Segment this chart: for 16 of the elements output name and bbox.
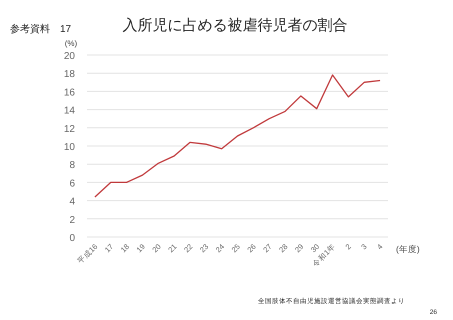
- chart-title: 入所児に占める被虐待児者の割合: [122, 17, 348, 34]
- y-tick-label: 0: [69, 233, 76, 244]
- line-series: [94, 74, 381, 198]
- y-tick-label: 6: [69, 178, 76, 190]
- y-tick-label: 12: [64, 124, 76, 135]
- y-axis-title: (%): [64, 39, 78, 48]
- y-tick-label: 2: [69, 214, 76, 226]
- text: 参考資料 17: [10, 23, 72, 35]
- y-tick-label: 10: [64, 142, 76, 153]
- y-tick-label: 8: [69, 160, 76, 172]
- y-tick-label: 20: [64, 51, 76, 62]
- y-tick-label: 18: [64, 69, 76, 80]
- y-tick-label: 14: [64, 106, 76, 117]
- y-tick-label: 4: [69, 196, 76, 208]
- y-tick-label: 16: [64, 87, 76, 98]
- x-axis-title: (年度): [396, 244, 420, 254]
